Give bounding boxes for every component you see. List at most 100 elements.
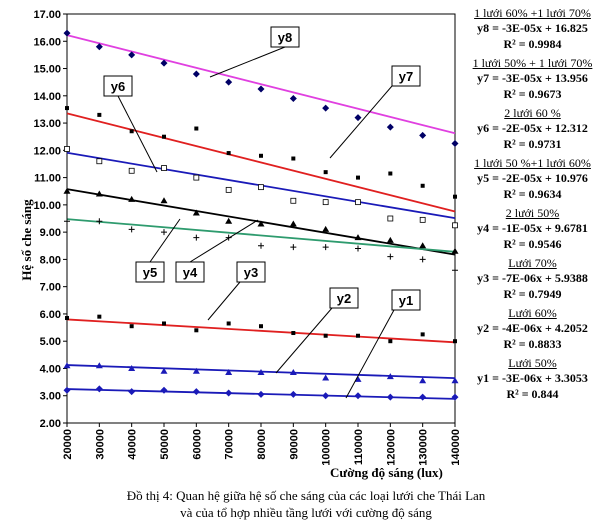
data-point-y8 <box>451 140 459 148</box>
data-point-y5 <box>225 217 233 224</box>
y-tick-label: 6.00 <box>40 309 61 321</box>
data-point-y4 <box>290 244 297 251</box>
equation-y4: 2 lưới 50% y4 = -1E-05x + 9.6781 R² = 0.… <box>455 206 610 256</box>
data-point-y4 <box>128 226 135 233</box>
label-box-y5 <box>135 261 165 283</box>
data-point-y5 <box>160 197 168 204</box>
data-point-y3 <box>356 333 360 338</box>
data-point-y3 <box>291 331 296 336</box>
label-box-y4 <box>175 261 205 283</box>
data-point-y2 <box>354 375 362 382</box>
equation-title: Lưới 60% <box>508 306 557 320</box>
label-box-y7 <box>391 65 421 87</box>
data-point-y6 <box>161 165 167 171</box>
y-tick-label: 12.00 <box>33 145 61 157</box>
series-label-y2: y2 <box>337 291 351 306</box>
data-point-y7 <box>97 112 102 117</box>
data-point-y8 <box>160 59 168 67</box>
x-tick-label: 70000 <box>224 429 236 460</box>
equation-y2: Lưới 60% y2 = -4E-06x + 4.2052 R² = 0.88… <box>455 306 610 356</box>
data-point-y1 <box>451 393 459 401</box>
series-label-y6: y6 <box>111 79 125 94</box>
data-point-y2 <box>257 369 265 376</box>
data-point-y3 <box>453 339 457 344</box>
data-point-y4 <box>161 229 167 236</box>
data-point-y6 <box>355 199 361 206</box>
data-point-y4 <box>387 253 394 260</box>
x-tick-label: 20000 <box>62 429 74 460</box>
equation-formula: y2 = -4E-06x + 4.2052 <box>477 321 588 335</box>
equation-title: 1 lưới 50% + 1 lưới 70% <box>472 56 593 70</box>
data-point-y4 <box>452 267 458 274</box>
data-point-y3 <box>97 314 102 319</box>
data-point-y4 <box>322 244 329 251</box>
data-point-y4 <box>355 245 361 252</box>
equation-y7: 1 lưới 50% + 1 lưới 70% y7 = -3E-05x + 1… <box>455 56 610 106</box>
data-point-y3 <box>259 324 263 329</box>
label-leader-y3 <box>207 281 241 321</box>
x-tick-label: 80000 <box>256 429 268 460</box>
data-point-y2 <box>128 364 136 371</box>
data-point-y6 <box>225 186 232 193</box>
data-point-y7 <box>420 183 425 188</box>
label-box-y2 <box>329 287 359 309</box>
x-tick-label: 120000 <box>385 429 397 466</box>
series-label-y3: y3 <box>244 265 258 280</box>
data-point-y4 <box>258 242 264 249</box>
x-tick-label: 110000 <box>353 429 365 465</box>
y-tick-label: 4.00 <box>40 363 61 375</box>
equation-y1: Lưới 50% y1 = -3E-06x + 3.3053 R² = 0.84… <box>455 356 610 406</box>
label-box-y6 <box>103 75 133 97</box>
label-leader-y6 <box>117 95 158 173</box>
equation-r2: R² = 0.9984 <box>503 37 562 51</box>
equation-formula: y3 = -7E-06x + 5.9388 <box>477 271 588 285</box>
y-tick-label: 13.00 <box>33 118 61 130</box>
data-point-y6 <box>290 197 297 204</box>
data-point-y5 <box>257 220 265 227</box>
data-point-y4 <box>193 234 200 241</box>
data-point-y6 <box>96 158 103 165</box>
label-box-y1 <box>391 289 421 311</box>
data-point-y3 <box>388 339 393 344</box>
data-point-y6 <box>452 222 458 229</box>
data-point-y3 <box>129 324 134 329</box>
data-point-y2 <box>386 373 394 380</box>
label-leader-y4 <box>189 219 259 263</box>
y-tick-label: 15.00 <box>33 64 61 76</box>
series-label-y1: y1 <box>399 293 413 308</box>
equation-y6: 2 lưới 60 % y6 = -2E-05x + 12.312 R² = 0… <box>455 106 610 156</box>
data-point-y5 <box>128 195 136 202</box>
equation-title: 2 lưới 50% <box>505 206 560 220</box>
data-point-y8 <box>128 51 136 59</box>
data-point-y5 <box>192 209 200 216</box>
data-point-y2 <box>225 369 233 376</box>
data-point-y7 <box>388 171 393 176</box>
series-label-y5: y5 <box>143 265 157 280</box>
data-point-y5 <box>95 190 103 197</box>
data-point-y1 <box>386 393 394 401</box>
data-point-y8 <box>386 123 394 131</box>
equation-y5: 1 lưới 50 %+1 lưới 60% y5 = -2E-05x + 10… <box>455 156 610 206</box>
data-point-y6 <box>128 167 135 174</box>
caption-line-2: và của tổ hợp nhiều tầng lưới với cường … <box>180 505 432 520</box>
data-point-y2 <box>192 367 200 374</box>
y-tick-label: 10.00 <box>33 200 61 212</box>
equation-r2: R² = 0.9634 <box>503 187 562 201</box>
data-point-y5 <box>289 220 297 227</box>
equation-r2: R² = 0.9731 <box>503 137 562 151</box>
data-point-y6 <box>193 174 200 181</box>
x-tick-label: 140000 <box>450 429 462 466</box>
label-box-y8 <box>270 26 300 48</box>
data-point-y1 <box>322 392 330 400</box>
data-point-y4 <box>419 256 426 263</box>
x-tick-label: 30000 <box>94 429 106 460</box>
data-point-y8 <box>257 85 265 93</box>
data-point-y6 <box>64 146 70 152</box>
series-label-y4: y4 <box>183 265 198 280</box>
data-point-y1 <box>63 386 71 394</box>
data-point-y5 <box>322 225 330 232</box>
x-tick-label: 40000 <box>127 429 139 460</box>
label-leader-y1 <box>345 309 395 399</box>
y-tick-label: 11.00 <box>34 173 61 185</box>
